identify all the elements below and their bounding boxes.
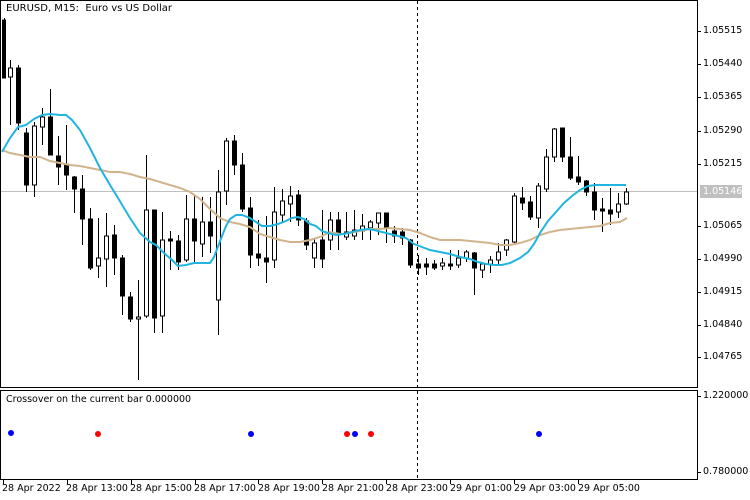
indicator-scale-top: 1.220000 bbox=[703, 390, 749, 401]
time-tick: 28 Apr 19:00 bbox=[258, 483, 320, 494]
time-tick: 28 Apr 15:00 bbox=[130, 483, 192, 494]
price-tick: 1.05365 bbox=[703, 91, 743, 102]
bear-crossover-dot bbox=[344, 431, 350, 437]
bull-crossover-dot bbox=[536, 431, 542, 437]
indicator-title: Crossover on the current bar 0.000000 bbox=[6, 394, 192, 405]
price-tick: 1.05065 bbox=[703, 220, 743, 231]
fast-ma-line bbox=[1, 112, 626, 268]
time-tick: 29 Apr 05:00 bbox=[578, 483, 640, 494]
price-tick: 1.05515 bbox=[703, 25, 743, 36]
time-tick: 28 Apr 17:00 bbox=[194, 483, 256, 494]
price-tick: 1.04915 bbox=[703, 286, 743, 297]
candlesticks bbox=[2, 18, 629, 380]
price-tick: 1.04990 bbox=[703, 253, 743, 264]
bear-crossover-dot bbox=[368, 431, 374, 437]
chart-title: EURUSD, M15: Euro vs US Dollar bbox=[6, 3, 173, 14]
price-tick: 1.05290 bbox=[703, 125, 743, 136]
bear-crossover-dot bbox=[95, 431, 101, 437]
price-tick: 1.05215 bbox=[703, 158, 743, 169]
slow-ma-line bbox=[1, 149, 628, 246]
price-tick: 1.04840 bbox=[703, 319, 743, 330]
time-tick: 28 Apr 2022 bbox=[2, 483, 61, 494]
time-tick: 29 Apr 03:00 bbox=[514, 483, 576, 494]
bull-crossover-dot bbox=[248, 431, 254, 437]
bull-crossover-dot bbox=[8, 430, 14, 436]
bull-crossover-dot bbox=[352, 431, 358, 437]
time-tick: 29 Apr 01:00 bbox=[450, 483, 512, 494]
price-tick: 1.05440 bbox=[703, 58, 743, 69]
time-tick: 28 Apr 21:00 bbox=[322, 483, 384, 494]
current-price-tag: 1.05146 bbox=[700, 185, 742, 198]
price-tick: 1.04765 bbox=[703, 351, 743, 362]
crossover-dots bbox=[8, 430, 542, 437]
time-tick: 28 Apr 23:00 bbox=[386, 483, 448, 494]
time-tick: 28 Apr 13:00 bbox=[66, 483, 128, 494]
indicator-scale-bottom: 0.780000 bbox=[703, 466, 749, 477]
